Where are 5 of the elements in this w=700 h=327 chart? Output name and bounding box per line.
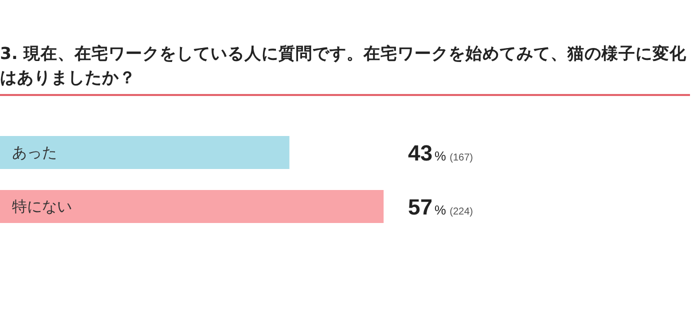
chart-title: 3. 現在、在宅ワークをしている人に質問です。在宅ワークを始めてみて、猫の様子に変化はありましたか？ <box>0 42 690 96</box>
y-tick-label: 特にない <box>12 198 72 216</box>
y-tick-label: あった <box>12 144 57 162</box>
data-label: 57% (224) <box>408 194 474 220</box>
data-label: 43% (167) <box>408 140 474 166</box>
